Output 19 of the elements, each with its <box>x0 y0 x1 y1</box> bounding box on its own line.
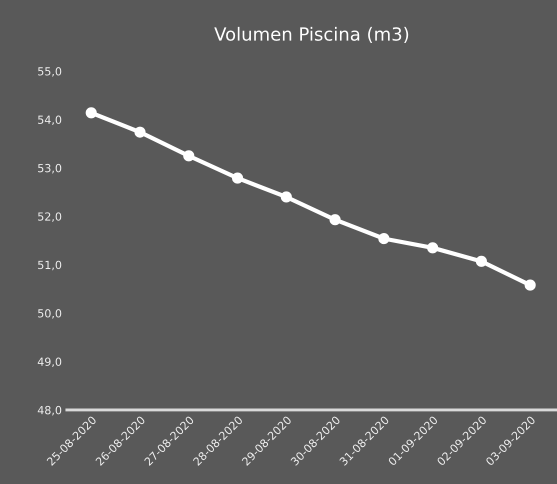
point <box>232 172 244 184</box>
chart-title: Volumen Piscina (m3) <box>214 26 408 43</box>
y-tick-label: 53,0 <box>38 164 62 174</box>
point <box>330 214 341 226</box>
point <box>476 256 487 267</box>
y-tick-label: 50,0 <box>38 309 62 319</box>
point <box>378 233 390 244</box>
y-tick-label: 55,0 <box>38 67 62 77</box>
point <box>183 150 194 162</box>
y-tick-label: 48,0 <box>38 406 62 416</box>
point <box>427 242 438 254</box>
y-tick-label: 52,0 <box>38 212 62 222</box>
y-tick-label: 54,0 <box>38 116 62 126</box>
point <box>86 107 97 118</box>
point <box>524 280 536 291</box>
y-tick-label: 49,0 <box>38 358 62 368</box>
point <box>134 126 146 138</box>
point <box>280 191 292 203</box>
y-tick-label: 51,0 <box>38 260 62 270</box>
